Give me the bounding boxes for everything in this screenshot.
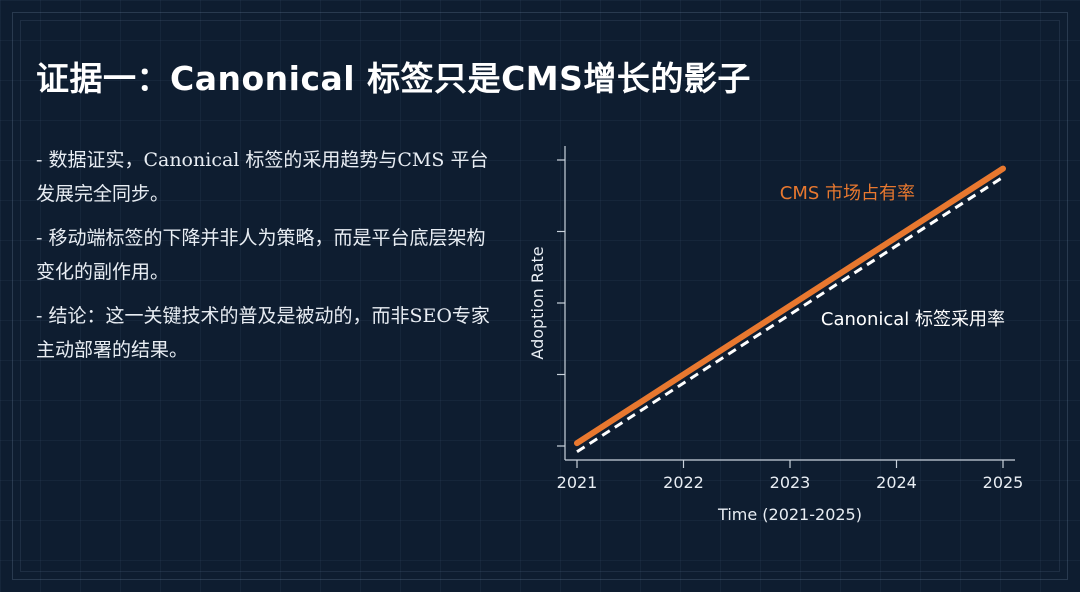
cms-series-label: CMS 市场占有率 <box>780 183 915 204</box>
x-tick-label: 2023 <box>770 473 811 492</box>
x-tick-label: 2021 <box>557 473 598 492</box>
x-axis-label: Time (2021-2025) <box>717 505 862 524</box>
x-tick-label: 2022 <box>663 473 704 492</box>
canonical-series-line <box>576 175 1004 453</box>
slide-frame <box>12 12 1068 580</box>
bullet-item: - 结论：这一关键技术的普及是被动的，而非SEO专家主动部署的结果。 <box>36 305 490 361</box>
bullet-item: - 移动端标签的下降并非人为策略，而是平台底层架构变化的副作用。 <box>36 227 486 283</box>
canonical-series-label: Canonical 标签采用率 <box>821 309 1005 330</box>
x-tick-label: 2024 <box>876 473 917 492</box>
chart-container: 2021 2022 2023 2024 2025 Time (2021-2025) Ad… <box>515 128 1055 528</box>
series-layer <box>574 165 1006 453</box>
bullet-item: - 数据证实，Canonical 标签的采用趋势与CMS 平台发展完全同步。 <box>36 149 489 205</box>
y-axis-label: Adoption Rate <box>528 246 547 359</box>
bullet-list: - 数据证实，Canonical 标签的采用趋势与CMS 平台发展完全同步。 -… <box>36 143 496 377</box>
cms-series-line <box>574 165 1006 447</box>
x-ticks: 2021 2022 2023 2024 2025 <box>557 460 1024 492</box>
adoption-line-chart: 2021 2022 2023 2024 2025 Time (2021-2025) Ad… <box>528 146 1024 524</box>
slide-title: 证据一：Canonical 标签只是CMS增长的影子 <box>36 59 751 98</box>
x-tick-label: 2025 <box>983 473 1024 492</box>
slide-frame-inner <box>20 20 1060 572</box>
y-ticks <box>557 159 565 447</box>
